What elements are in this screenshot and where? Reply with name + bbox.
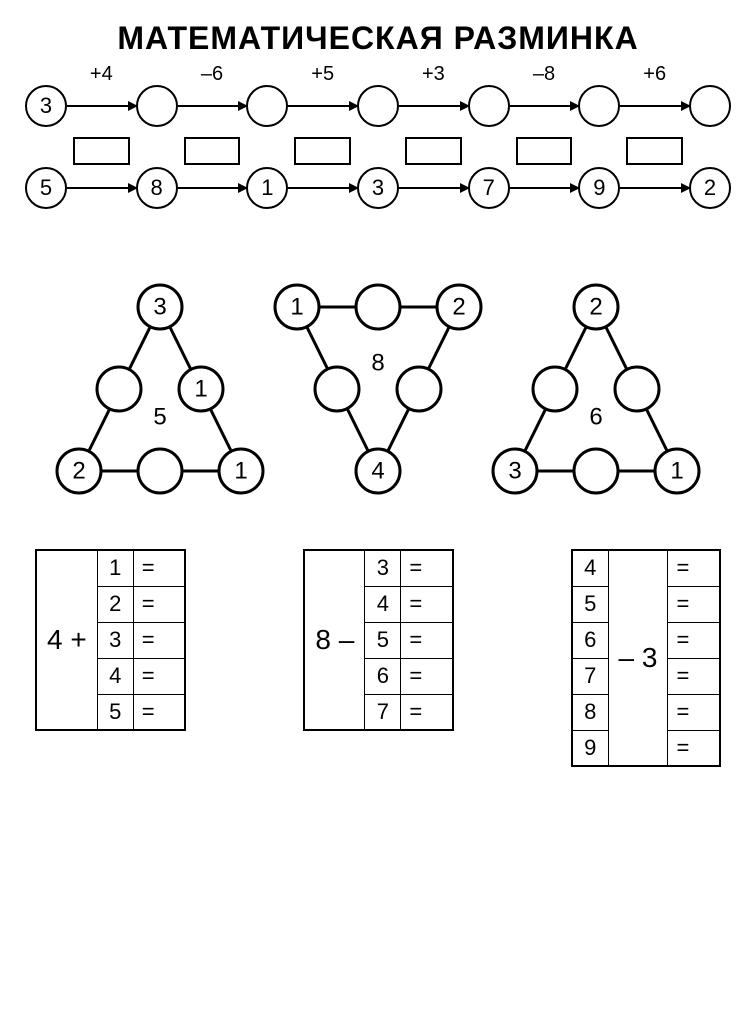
t3-eq: = — [668, 622, 720, 658]
t3-eq: = — [668, 586, 720, 622]
chain-1: 3 +4 –6 +5 +3 –8 +6 — [25, 85, 731, 127]
tri3-center: 6 — [589, 404, 602, 431]
page-title: МАТЕМАТИЧЕСКАЯ РАЗМИНКА — [25, 20, 731, 57]
tri1-mr: 1 — [194, 376, 207, 403]
t1-eq: = — [133, 694, 185, 730]
tri2-tl: 1 — [290, 294, 303, 321]
tri3-bl: 3 — [508, 458, 521, 485]
t3-eq: = — [668, 550, 720, 586]
triangle-2: 1 2 4 8 — [273, 279, 483, 499]
t3-n: 7 — [572, 658, 608, 694]
chain2-opbox — [626, 137, 683, 165]
tri2-b: 4 — [371, 458, 384, 485]
t2-n: 6 — [365, 658, 401, 694]
chain2-seg — [178, 167, 247, 209]
tri3-top: 2 — [589, 294, 602, 321]
t1-n: 4 — [97, 658, 133, 694]
chain2-seg — [67, 167, 136, 209]
chain1-seg: –6 — [178, 85, 247, 127]
t2-operator: 8 – — [304, 550, 364, 730]
chain2-opbox — [73, 137, 130, 165]
tri1-br: 1 — [234, 458, 247, 485]
chain1-op: +5 — [288, 63, 357, 86]
chain1-seg: +3 — [399, 85, 468, 127]
triangles-section: 3 2 1 1 5 1 2 4 8 2 3 1 6 — [25, 279, 731, 499]
chain2-node: 2 — [689, 167, 731, 209]
chain2-seg — [620, 167, 689, 209]
t3-eq: = — [668, 694, 720, 730]
chain1-seg: +4 — [67, 85, 136, 127]
chain1-node: 3 — [25, 85, 67, 127]
chain2-opbox — [405, 137, 462, 165]
table-1: 4 + 1 = 2= 3= 4= 5= — [35, 549, 186, 731]
t2-n: 5 — [365, 622, 401, 658]
tri1-top: 3 — [153, 294, 166, 321]
chain2-opbox — [516, 137, 573, 165]
chain2-opbox — [294, 137, 351, 165]
chain2-seg — [510, 167, 579, 209]
t1-n: 3 — [97, 622, 133, 658]
chain2-seg — [288, 167, 357, 209]
chain1-node — [689, 85, 731, 127]
t1-operator: 4 + — [36, 550, 97, 730]
t2-n: 7 — [365, 694, 401, 730]
t1-n: 1 — [97, 550, 133, 586]
t2-eq: = — [401, 694, 453, 730]
tri2-tr: 2 — [452, 294, 465, 321]
chain1-op: +3 — [399, 63, 468, 86]
chain2-node: 9 — [578, 167, 620, 209]
chain2-node: 5 — [25, 167, 67, 209]
chain1-node — [578, 85, 620, 127]
t3-n: 8 — [572, 694, 608, 730]
chain-2: 5 8 1 3 7 9 2 — [25, 167, 731, 209]
chain1-seg: –8 — [510, 85, 579, 127]
chain2-node: 8 — [136, 167, 178, 209]
t2-eq: = — [401, 586, 453, 622]
chain1-node — [136, 85, 178, 127]
chain1-node — [357, 85, 399, 127]
t3-eq: = — [668, 658, 720, 694]
chain2-node: 7 — [468, 167, 510, 209]
chain1-op: –8 — [510, 63, 579, 86]
table-2: 8 – 3 = 4= 5= 6= 7= — [303, 549, 453, 731]
chain1-seg: +6 — [620, 85, 689, 127]
tri1-center: 5 — [153, 404, 166, 431]
t1-eq: = — [133, 550, 185, 586]
tri3-br: 1 — [670, 458, 683, 485]
t3-eq: = — [668, 730, 720, 766]
t3-operator: – 3 — [608, 550, 668, 766]
t1-eq: = — [133, 622, 185, 658]
t2-n: 3 — [365, 550, 401, 586]
chain2-opbox — [184, 137, 241, 165]
t2-eq: = — [401, 658, 453, 694]
tri2-center: 8 — [371, 350, 384, 377]
t2-eq: = — [401, 550, 453, 586]
chains-section: 3 +4 –6 +5 +3 –8 +6 5 8 1 3 7 9 2 — [25, 85, 731, 209]
t3-n: 6 — [572, 622, 608, 658]
t3-n: 9 — [572, 730, 608, 766]
chain1-op: +6 — [620, 63, 689, 86]
chain2-node: 1 — [246, 167, 288, 209]
t3-n: 5 — [572, 586, 608, 622]
t1-eq: = — [133, 658, 185, 694]
chain1-seg: +5 — [288, 85, 357, 127]
triangle-1: 3 2 1 1 5 — [55, 279, 265, 499]
chain1-op: +4 — [67, 63, 136, 86]
table-3: 4 – 3 = 5 = 6 = 7 = 8 = 9 = — [571, 549, 721, 767]
chain1-op: –6 — [178, 63, 247, 86]
t3-n: 4 — [572, 550, 608, 586]
t2-n: 4 — [365, 586, 401, 622]
t1-eq: = — [133, 586, 185, 622]
chain1-node — [246, 85, 288, 127]
t1-n: 2 — [97, 586, 133, 622]
chain2-seg — [399, 167, 468, 209]
chain1-node — [468, 85, 510, 127]
tri1-bl: 2 — [72, 458, 85, 485]
t1-n: 5 — [97, 694, 133, 730]
chain2-node: 3 — [357, 167, 399, 209]
tables-section: 4 + 1 = 2= 3= 4= 5= 8 – 3 = 4= 5= 6= 7= … — [25, 549, 731, 767]
t2-eq: = — [401, 622, 453, 658]
triangle-3: 2 3 1 6 — [491, 279, 701, 499]
